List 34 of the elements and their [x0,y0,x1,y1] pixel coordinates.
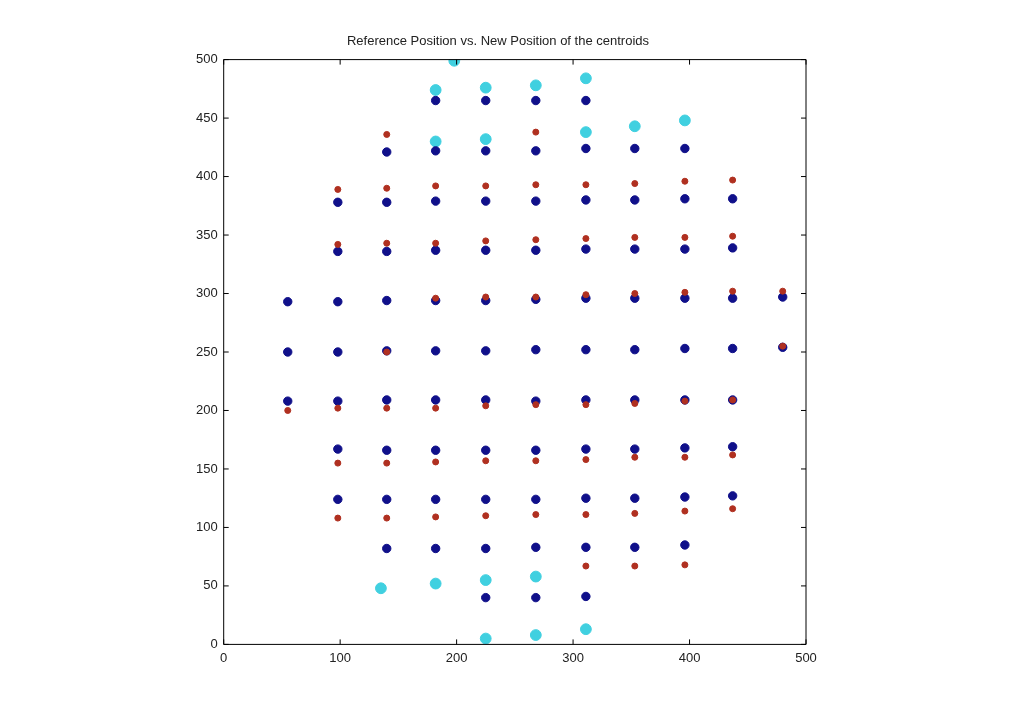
y-tick-label: 50 [203,577,218,593]
y-tick-label: 150 [195,460,218,476]
x-tick-label: 100 [329,649,351,665]
x-tick-label: 500 [795,649,817,665]
point [479,133,492,146]
y-tick-label: 450 [195,109,218,125]
y-tick-label: 200 [195,402,218,418]
point [579,623,592,636]
x-tick-label: 300 [562,649,584,665]
y-tick-label: 300 [195,285,218,301]
y-tick-label: 500 [195,51,218,67]
point [429,84,442,96]
point [529,570,542,583]
y-tick-label: 350 [195,226,218,242]
y-tick-label: 0 [210,635,218,651]
x-tick-label: 400 [678,649,701,665]
point [678,114,691,127]
x-tick-label: 0 [220,649,228,665]
point [579,126,592,139]
point [479,632,492,645]
y-tick-label: 250 [195,343,218,359]
point [429,577,442,590]
point [375,582,387,595]
point [429,135,442,148]
point [529,629,542,641]
point [529,79,542,92]
point [479,574,492,586]
y-tick-label: 400 [195,168,218,184]
point [628,120,641,133]
point [479,81,492,94]
point [579,72,592,85]
x-tick-label: 200 [445,649,468,665]
chart-title: Reference Position vs. New Position of the centroids [346,33,650,49]
y-tick-label: 100 [195,519,218,535]
